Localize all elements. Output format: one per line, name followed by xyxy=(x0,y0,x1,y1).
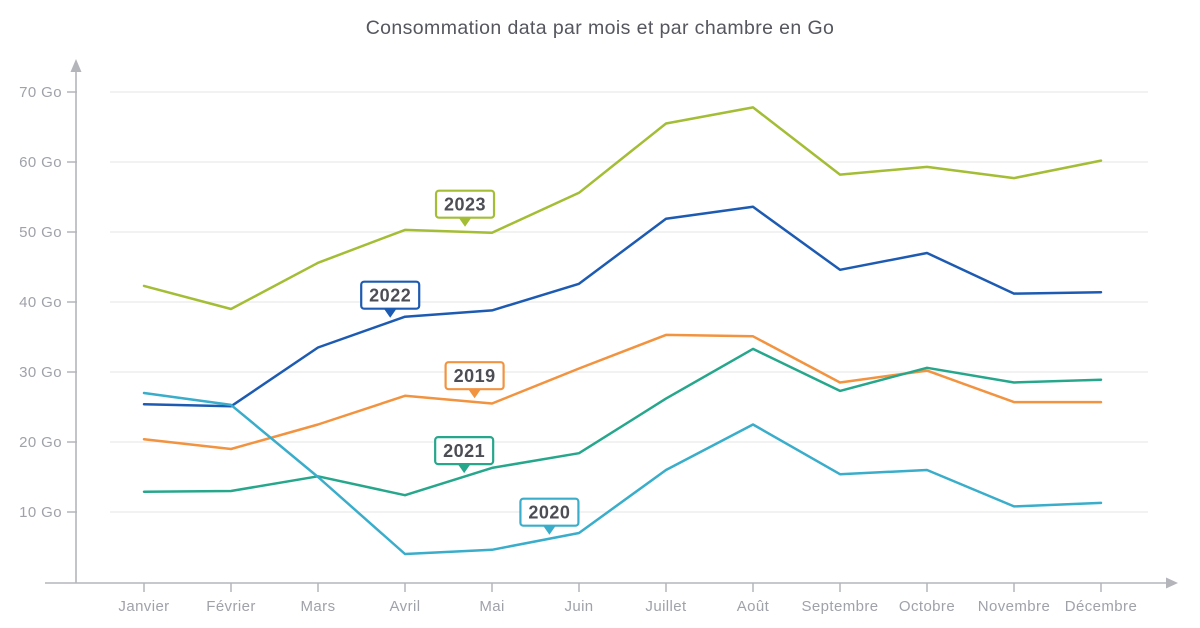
y-axis-arrow xyxy=(70,59,82,72)
annotation-label: 2020 xyxy=(528,503,570,523)
x-tick-label: Décembre xyxy=(1065,598,1137,615)
y-tick-label: 30 Go xyxy=(19,364,62,381)
annotation-box xyxy=(519,497,580,527)
chart-title: Consommation data par mois et par chambr… xyxy=(366,17,835,39)
x-tick-label: Août xyxy=(737,598,770,615)
x-tick-label: Juin xyxy=(564,598,593,615)
annotation-box xyxy=(444,361,505,391)
x-axis-arrow xyxy=(1166,577,1178,589)
annotation-pointer xyxy=(542,524,557,535)
annotation-2019: 2019 xyxy=(444,361,505,399)
annotation-pointer xyxy=(458,216,473,227)
annotation-box xyxy=(434,436,495,466)
annotation-label: 2021 xyxy=(443,441,485,461)
y-tick-label: 20 Go xyxy=(19,434,62,451)
axes-layer: 70 Go 60 Go 50 Go 40 Go 30 Go 20 Go 10 Go Janvi… xyxy=(19,59,1178,615)
annotation-label: 2022 xyxy=(369,286,411,306)
x-tick-label: Janvier xyxy=(118,598,169,615)
series-line-2019 xyxy=(142,333,1103,451)
series-line-2021 xyxy=(142,347,1103,497)
series-line-2023 xyxy=(142,106,1103,311)
x-tick-label: Mars xyxy=(301,598,336,615)
annotation-pointer xyxy=(467,388,482,399)
annotation-box xyxy=(434,189,496,219)
y-tick-label: 50 Go xyxy=(19,224,62,241)
series-line-2020 xyxy=(142,391,1103,556)
annotation-2020: 2020 xyxy=(519,497,580,535)
x-tick-label: Juillet xyxy=(645,598,687,615)
y-tick-label: 70 Go xyxy=(19,84,62,101)
annotations-layer: 2023 2022 2019 2021 2020 xyxy=(360,189,580,535)
x-tick-label: Novembre xyxy=(978,598,1050,615)
gridlines-layer xyxy=(110,91,1148,513)
annotation-pointer xyxy=(383,307,398,318)
series-layer xyxy=(142,106,1103,556)
annotation-2022: 2022 xyxy=(360,280,421,318)
y-tick-label: 40 Go xyxy=(19,294,62,311)
series-line-2022 xyxy=(142,205,1103,408)
x-tick-label: Avril xyxy=(390,598,421,615)
annotation-box xyxy=(360,280,421,310)
annotation-2021: 2021 xyxy=(434,436,495,474)
x-tick-label: Février xyxy=(206,598,255,615)
annotation-label: 2023 xyxy=(444,195,486,215)
y-tick-label: 10 Go xyxy=(19,504,62,521)
annotation-label: 2019 xyxy=(454,366,496,386)
annotation-2023: 2023 xyxy=(434,189,496,227)
y-tick-label: 60 Go xyxy=(19,154,62,171)
x-tick-label: Septembre xyxy=(802,598,879,615)
x-tick-label: Mai xyxy=(479,598,504,615)
x-tick-label: Octobre xyxy=(899,598,955,615)
annotation-pointer xyxy=(457,463,472,474)
